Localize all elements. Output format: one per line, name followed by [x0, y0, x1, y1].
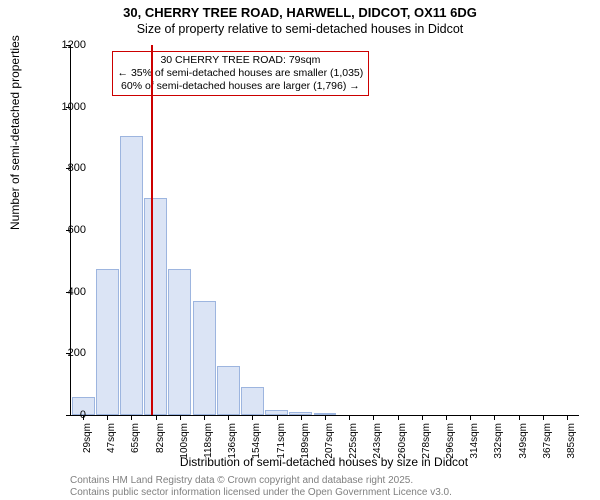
xtick-label: 65sqm	[130, 423, 141, 463]
xtick-mark	[567, 415, 568, 420]
histogram-bar	[265, 410, 288, 415]
ytick-label: 400	[68, 286, 86, 298]
xtick-label: 82sqm	[155, 423, 166, 463]
ytick-label: 1000	[62, 101, 86, 113]
chart-title-sub: Size of property relative to semi-detach…	[0, 22, 600, 36]
histogram-bar	[241, 387, 264, 415]
xtick-label: 332sqm	[493, 423, 504, 463]
xtick-mark	[398, 415, 399, 420]
xtick-label: 367sqm	[542, 423, 553, 463]
xtick-label: 118sqm	[203, 423, 214, 463]
xtick-label: 29sqm	[82, 423, 93, 463]
ytick-label: 0	[80, 409, 86, 421]
xtick-mark	[422, 415, 423, 420]
xtick-mark	[373, 415, 374, 420]
histogram-bar	[168, 269, 191, 415]
ytick-label: 1200	[62, 39, 86, 51]
histogram-bar	[120, 136, 143, 415]
xtick-mark	[156, 415, 157, 420]
xtick-label: 171sqm	[276, 423, 287, 463]
xtick-mark	[519, 415, 520, 420]
xtick-mark	[301, 415, 302, 420]
footer-line2: Contains public sector information licen…	[70, 487, 452, 498]
xtick-label: 260sqm	[397, 423, 408, 463]
histogram-bar	[314, 413, 337, 415]
ytick-label: 800	[68, 162, 86, 174]
xtick-mark	[107, 415, 108, 420]
xtick-label: 349sqm	[518, 423, 529, 463]
xtick-mark	[446, 415, 447, 420]
xtick-mark	[277, 415, 278, 420]
xtick-label: 189sqm	[300, 423, 311, 463]
histogram-bar	[144, 198, 167, 415]
histogram-bar	[193, 301, 216, 415]
xtick-label: 278sqm	[421, 423, 432, 463]
y-axis-label: Number of semi-detached properties	[8, 35, 22, 230]
xtick-label: 296sqm	[445, 423, 456, 463]
ytick-label: 600	[68, 224, 86, 236]
plot-area: 30 CHERRY TREE ROAD: 79sqm ← 35% of semi…	[70, 45, 579, 416]
xtick-label: 136sqm	[227, 423, 238, 463]
annotation-line3: 60% of semi-detached houses are larger (…	[121, 80, 360, 92]
xtick-label: 385sqm	[566, 423, 577, 463]
xtick-mark	[470, 415, 471, 420]
xtick-mark	[349, 415, 350, 420]
footer-attribution: Contains HM Land Registry data © Crown c…	[70, 475, 452, 498]
ytick-label: 200	[68, 347, 86, 359]
xtick-mark	[204, 415, 205, 420]
xtick-label: 154sqm	[251, 423, 262, 463]
xtick-mark	[131, 415, 132, 420]
histogram-bar	[96, 269, 119, 415]
ytick-mark	[66, 415, 71, 416]
xtick-label: 225sqm	[348, 423, 359, 463]
footer-line1: Contains HM Land Registry data © Crown c…	[70, 475, 413, 486]
annotation-line2: ← 35% of semi-detached houses are smalle…	[118, 67, 364, 79]
xtick-label: 314sqm	[469, 423, 480, 463]
chart-title-main: 30, CHERRY TREE ROAD, HARWELL, DIDCOT, O…	[0, 5, 600, 20]
xtick-mark	[325, 415, 326, 420]
xtick-label: 100sqm	[179, 423, 190, 463]
xtick-label: 207sqm	[324, 423, 335, 463]
histogram-bar	[289, 412, 312, 415]
histogram-bar	[217, 366, 240, 415]
xtick-mark	[543, 415, 544, 420]
xtick-mark	[252, 415, 253, 420]
xtick-mark	[228, 415, 229, 420]
property-marker-line	[151, 45, 153, 415]
xtick-mark	[494, 415, 495, 420]
xtick-mark	[180, 415, 181, 420]
xtick-label: 47sqm	[106, 423, 117, 463]
xtick-label: 243sqm	[372, 423, 383, 463]
annotation-line1: 30 CHERRY TREE ROAD: 79sqm	[160, 54, 320, 66]
